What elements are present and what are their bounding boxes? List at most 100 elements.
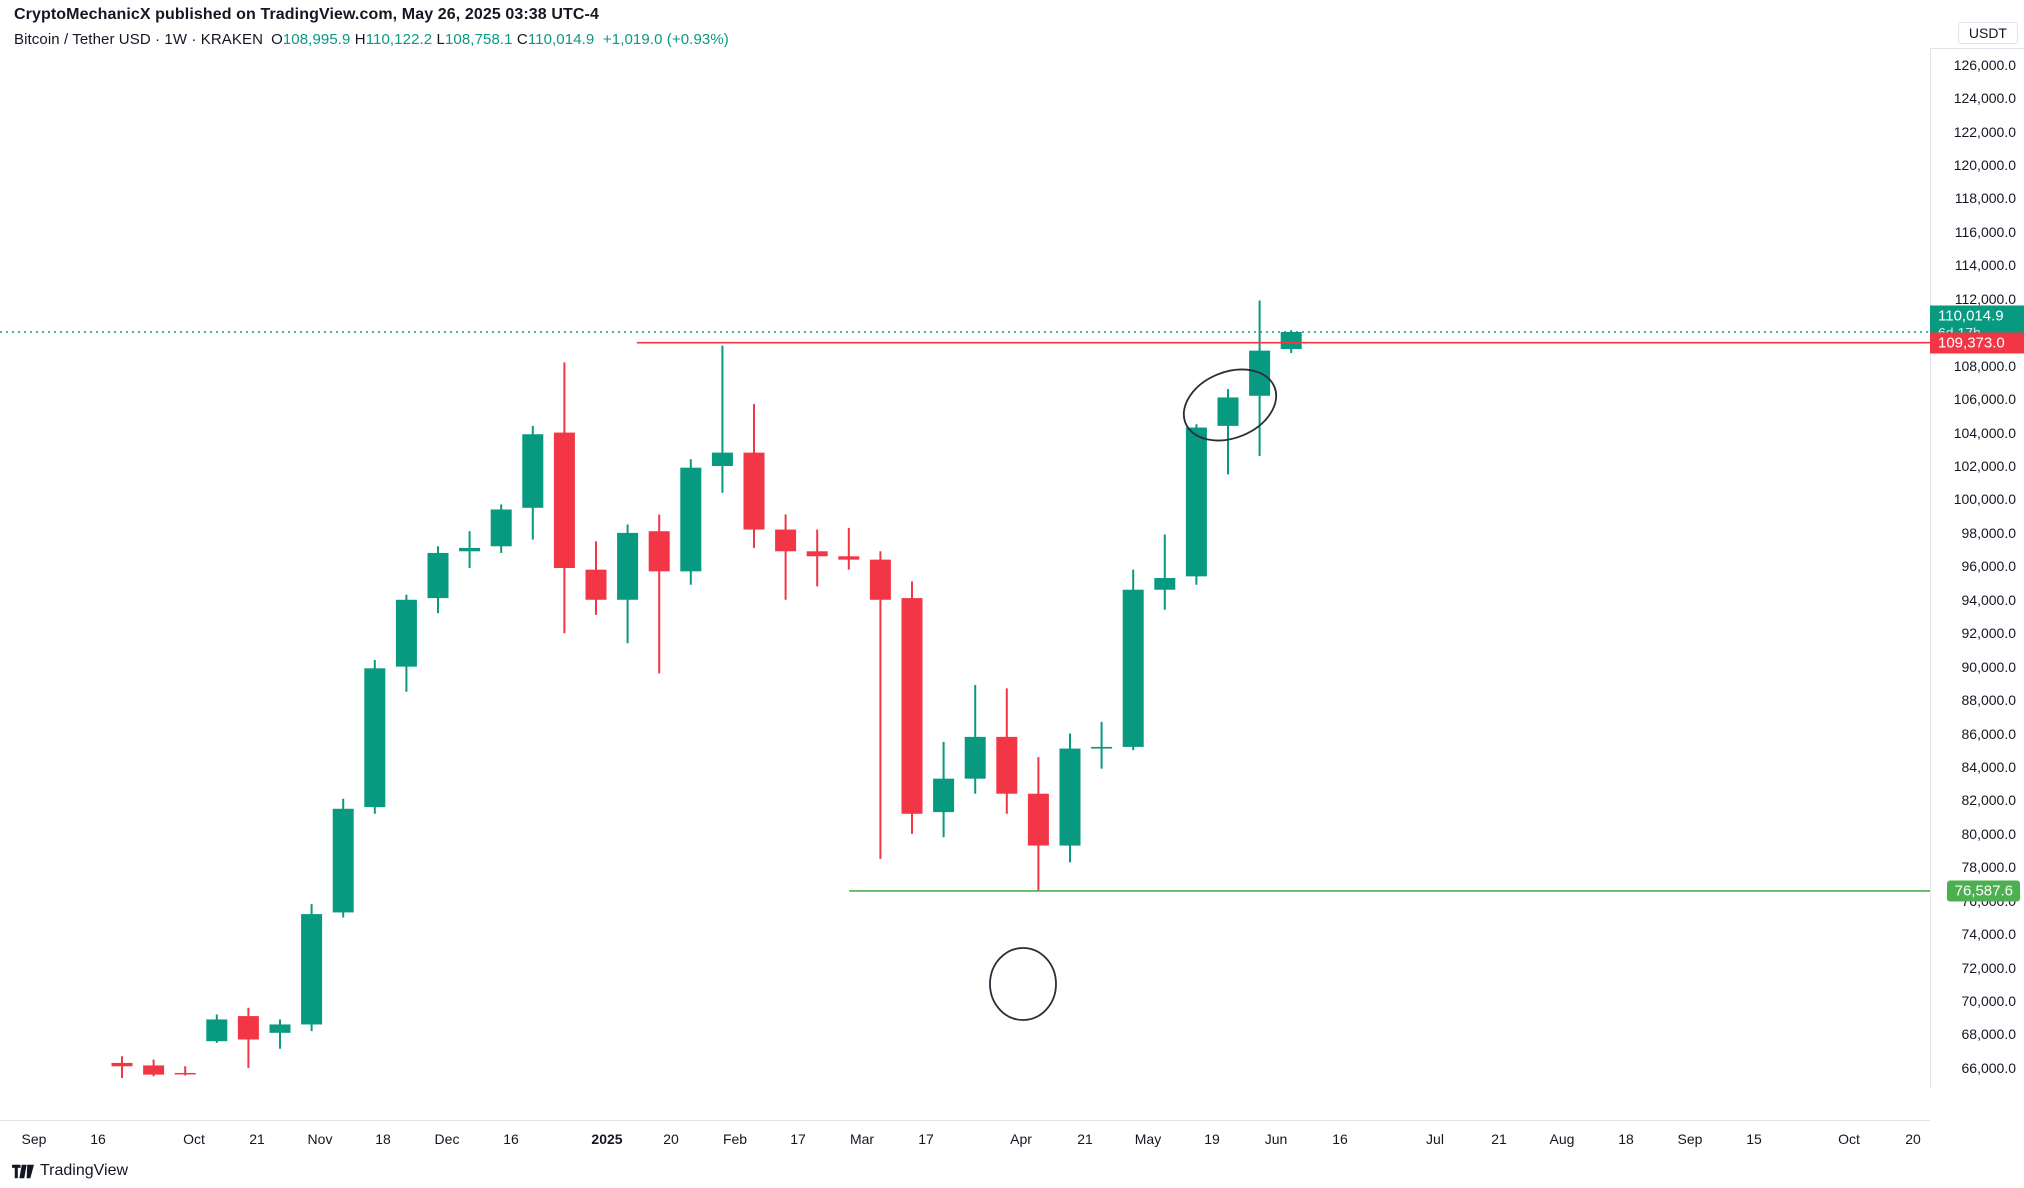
axis-divider	[1931, 48, 2024, 49]
price-tick: 120,000.0	[1953, 157, 2016, 174]
time-tick: 21	[1491, 1131, 1507, 1147]
candle	[680, 459, 702, 585]
candle	[364, 659, 386, 814]
candle	[1059, 733, 1081, 863]
interval-label[interactable]: 1W	[164, 31, 188, 48]
exchange-label[interactable]: KRAKEN	[200, 31, 264, 48]
tradingview-logo[interactable]: TradingView	[12, 1162, 128, 1180]
price-tick: 88,000.0	[1961, 692, 2017, 709]
candle	[237, 1007, 259, 1068]
time-tick: Sep	[21, 1131, 47, 1147]
candle	[553, 362, 575, 634]
time-tick: 20	[1905, 1131, 1921, 1147]
symbol-legend[interactable]: Bitcoin / Tether USD · 1W · KRAKEN O108,9…	[14, 31, 729, 48]
candle	[964, 685, 986, 794]
price-tick: 80,000.0	[1961, 825, 2017, 842]
candle	[490, 504, 512, 553]
candle	[1154, 534, 1176, 610]
symbol-name[interactable]: Bitcoin / Tether USD	[14, 31, 151, 48]
time-tick: 16	[1332, 1131, 1348, 1147]
footer-bar: TradingView	[0, 1156, 2024, 1188]
tradingview-mark-icon	[12, 1164, 34, 1178]
legend-sep-2: ·	[187, 31, 201, 48]
candle	[617, 524, 639, 644]
time-tick: Jun	[1264, 1131, 1288, 1147]
time-tick: 18	[1618, 1131, 1634, 1147]
candle	[427, 546, 449, 614]
candle	[1027, 756, 1049, 891]
price-tick: 122,000.0	[1953, 123, 2016, 140]
price-tick: 82,000.0	[1961, 792, 2017, 809]
candle	[933, 741, 955, 838]
candle	[332, 798, 354, 918]
candle	[395, 594, 417, 692]
tradingview-wordmark: TradingView	[40, 1162, 129, 1179]
candle	[806, 529, 828, 587]
price-tick: 116,000.0	[1954, 223, 2016, 240]
time-tick: Oct	[1838, 1131, 1860, 1147]
time-tick: 17	[790, 1131, 806, 1147]
open-label: O	[271, 31, 283, 48]
candlestick-svg	[0, 300, 1930, 1078]
time-tick: Apr	[1010, 1131, 1032, 1147]
time-tick: Nov	[307, 1131, 333, 1147]
time-tick: 18	[375, 1131, 391, 1147]
high-value: 110,122.2	[365, 31, 433, 48]
candle	[174, 1066, 196, 1076]
last-price-value: 110,014.9	[1938, 307, 2004, 325]
price-tick: 112,000.0	[1954, 290, 2016, 307]
candle	[743, 404, 765, 548]
bottom-circle[interactable]	[989, 947, 1057, 1021]
time-tick: Oct	[183, 1131, 205, 1147]
candle	[301, 904, 323, 1032]
candle	[1217, 389, 1239, 475]
candle	[711, 345, 733, 493]
price-tick: 118,000.0	[1954, 190, 2016, 207]
time-tick: Feb	[722, 1131, 748, 1147]
close-label: C	[516, 31, 528, 48]
price-tick: 70,000.0	[1961, 993, 2017, 1010]
price-tick: 86,000.0	[1961, 725, 2017, 742]
open-value: 108,995.9	[282, 31, 351, 48]
candle	[522, 425, 544, 540]
time-tick: Aug	[1549, 1131, 1575, 1147]
legend-sep-1: ·	[150, 31, 165, 48]
chart-plot-area[interactable]	[0, 48, 1930, 1088]
time-tick: Mar	[849, 1131, 875, 1147]
time-tick: 20	[663, 1131, 679, 1147]
candle	[143, 1059, 165, 1077]
bid-price-tag[interactable]: 109,373.0	[1930, 332, 2024, 354]
candle	[269, 1019, 291, 1049]
currency-badge[interactable]: USDT	[1957, 22, 2018, 44]
price-tick: 96,000.0	[1961, 558, 2017, 575]
price-tick: 94,000.0	[1961, 591, 2017, 608]
price-axis[interactable]: USDT 126,000.0 124,000.0 122,000.0 120,000.…	[1930, 22, 2024, 1088]
price-tick: 74,000.0	[1961, 926, 2017, 943]
candle	[1249, 300, 1271, 456]
support-price-tag[interactable]: 76,587.6	[1946, 880, 2020, 902]
price-tick: 114,000.0	[1954, 257, 2016, 274]
candle	[996, 688, 1018, 814]
time-axis[interactable]: Sep 16 Oct 21 Nov 18 Dec 16 2025 20 Feb 17 Mar 17 Apr 2…	[0, 1120, 1930, 1156]
ohlc-values: O108,995.9 H110,122.2 L108,758.1 C110,01…	[271, 31, 729, 48]
low-label: L	[436, 31, 445, 48]
breakout-circle[interactable]	[1173, 356, 1287, 453]
time-tick: 21	[249, 1131, 265, 1147]
time-tick: Sep	[1677, 1131, 1703, 1147]
price-tick: 102,000.0	[1953, 458, 2016, 474]
candle	[1185, 424, 1207, 585]
price-tick: 98,000.0	[1961, 524, 2017, 541]
close-value: 110,014.9	[527, 31, 595, 48]
candle	[869, 551, 891, 859]
time-tick: 16	[90, 1131, 106, 1147]
time-tick: 21	[1077, 1131, 1093, 1147]
time-tick: 19	[1204, 1131, 1220, 1147]
price-tick: 124,000.0	[1953, 90, 2016, 107]
candle	[1122, 569, 1144, 751]
publisher-line: CryptoMechanicX published on TradingView…	[14, 6, 599, 23]
candle	[901, 581, 923, 834]
price-tick: 90,000.0	[1961, 658, 2017, 675]
time-tick: 16	[503, 1131, 519, 1147]
high-label: H	[354, 31, 366, 48]
